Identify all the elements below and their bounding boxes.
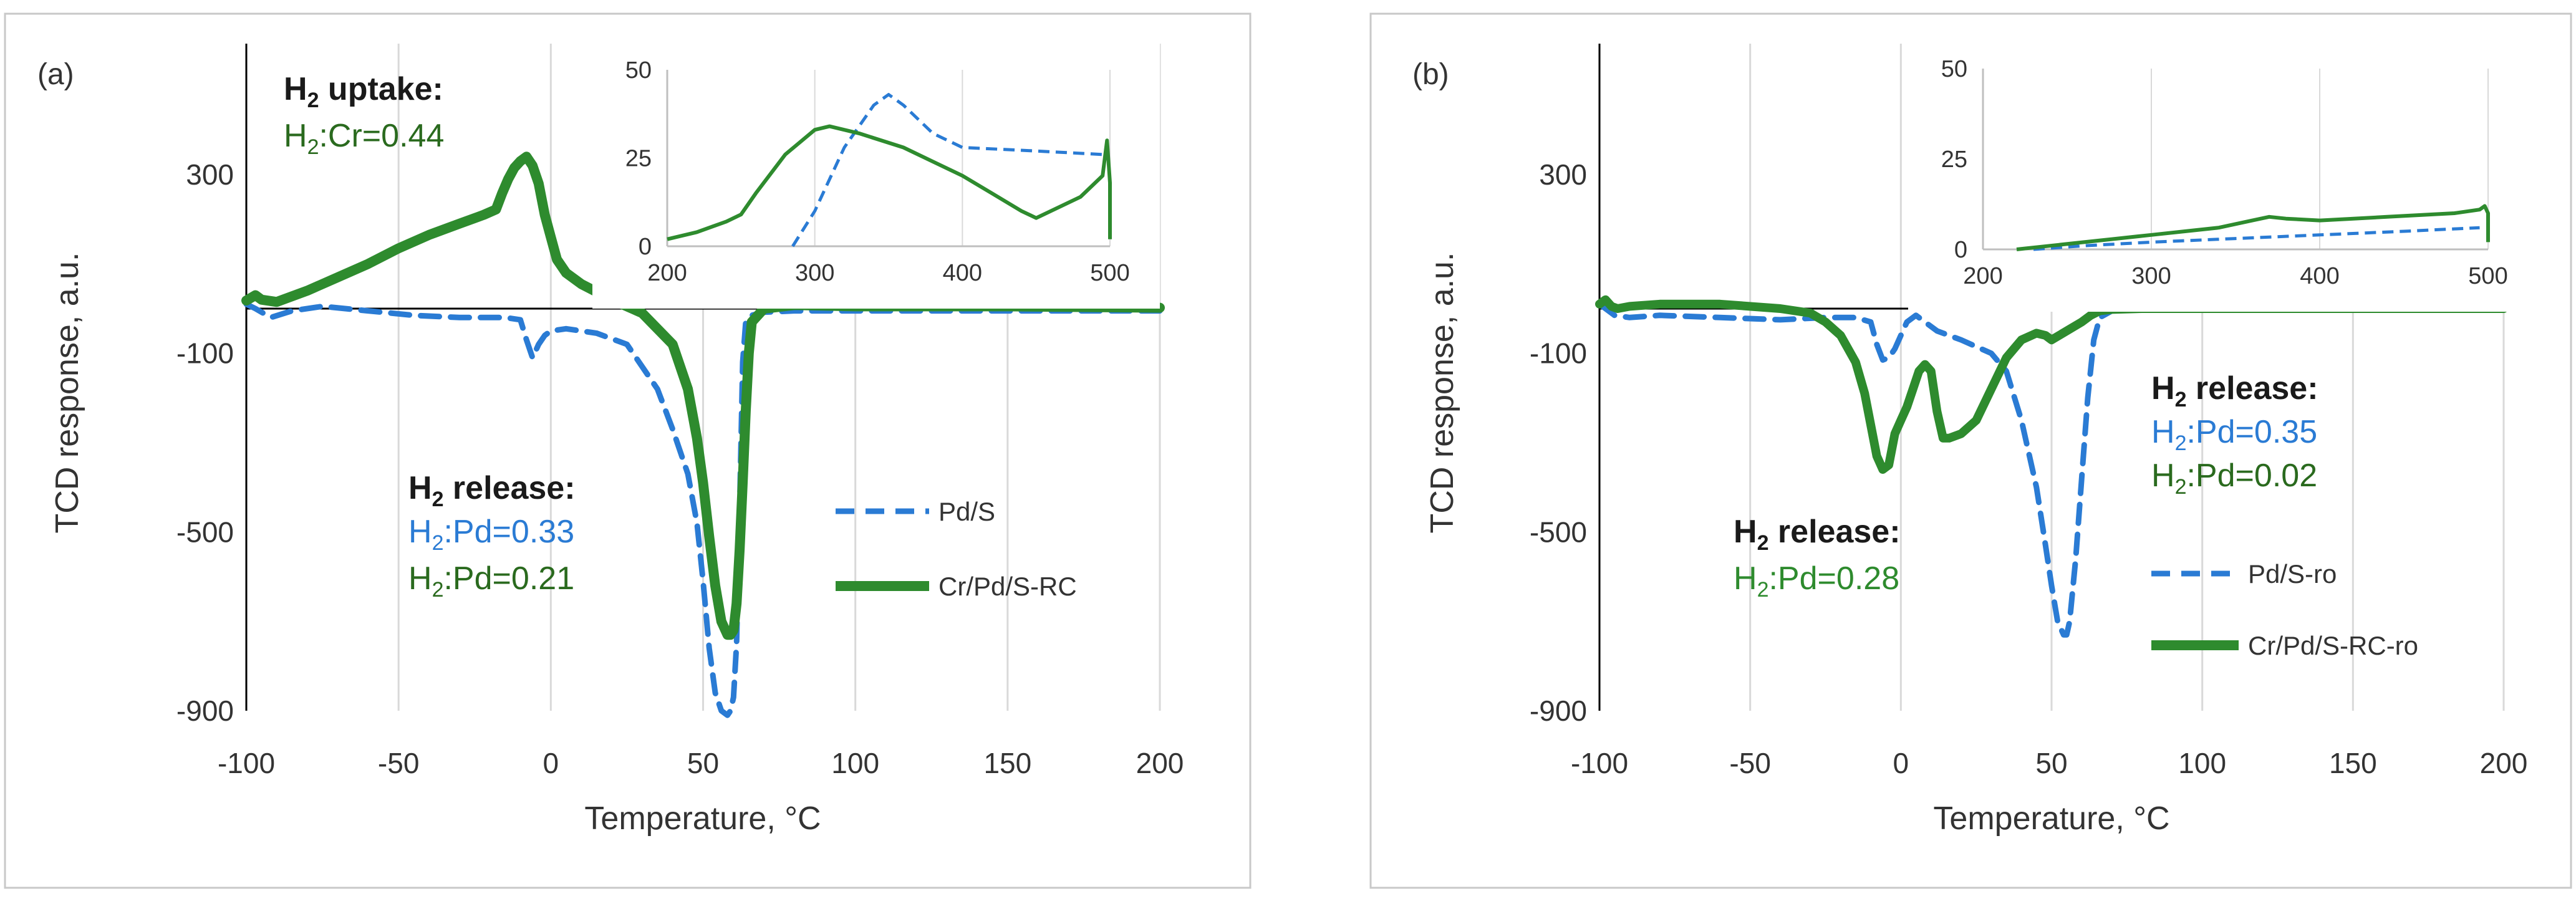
x-tick-label: 50 (687, 747, 719, 779)
legend-label: Pd/S (938, 497, 995, 526)
legend-label: Cr/Pd/S-RC-ro (2248, 631, 2418, 660)
series-line-dashed (243, 301, 1163, 718)
inset-x-tick-label: 500 (2468, 263, 2507, 289)
x-tick-label: -100 (218, 747, 275, 779)
inset-y-tick-label: 25 (625, 146, 652, 172)
inset-background (592, 39, 1160, 309)
y-tick-label: -900 (176, 695, 234, 727)
x-tick-label: 50 (2035, 747, 2067, 779)
y-tick-label: -100 (176, 337, 234, 370)
x-tick-label: 0 (543, 747, 559, 779)
x-tick-label: 200 (2480, 747, 2528, 779)
inset-series-solid (2016, 204, 2490, 251)
y-tick-label: 300 (186, 158, 234, 191)
y-tick-label: -900 (1530, 695, 1587, 727)
x-tick-label: -50 (1729, 747, 1770, 779)
series-line-solid (241, 151, 1165, 640)
x-tick-label: 200 (1136, 747, 1184, 779)
inset-x-tick-label: 200 (647, 260, 687, 286)
annotation-heading: H2 uptake: (284, 71, 443, 112)
series-line-dashed (1596, 301, 2507, 638)
x-tick-label: 150 (983, 747, 1031, 779)
annotation-heading: H2 release: (2151, 370, 2318, 411)
annotation-value: H2:Pd=0.33 (408, 514, 574, 555)
y-axis-label: TCD response, a.u. (49, 252, 85, 534)
inset-y-tick-label: 0 (639, 234, 652, 260)
x-tick-label: 0 (1893, 747, 1909, 779)
inset-series-dashed (791, 93, 1103, 248)
inset-x-tick-label: 300 (2131, 263, 2171, 289)
annotation-value: H2:Pd=0.02 (2151, 458, 2317, 499)
y-tick-label: 300 (1539, 158, 1587, 191)
panel-a: -100 -50 0 50 100 150 200300-100-500-900Temper… (37, 39, 1184, 837)
inset-series-solid (667, 124, 1112, 241)
annotation-heading: H2 release: (1734, 514, 1901, 555)
annotation-value: H2:Pd=0.21 (408, 560, 574, 602)
legend-label: Pd/S-ro (2248, 559, 2337, 589)
y-tick-label: -500 (1530, 516, 1587, 548)
x-axis-label: Temperature, °C (584, 801, 821, 837)
inset-series-dashed (2033, 226, 2480, 251)
annotation-value: H2:Pd=0.28 (1734, 560, 1899, 602)
series-line-solid (1595, 295, 2508, 474)
inset-y-tick-label: 50 (1941, 56, 1967, 82)
inset-background (1908, 37, 2538, 312)
annotation-value: H2:Cr=0.44 (284, 118, 444, 159)
legend-label: Cr/Pd/S-RC (938, 572, 1077, 601)
panel-b: -100 -50 0 50 100 150 200300-100-500-900Temper… (1412, 37, 2538, 837)
inset-y-tick-label: 25 (1941, 147, 1967, 173)
y-tick-label: -500 (176, 516, 234, 548)
x-axis-label: Temperature, °C (1933, 801, 2169, 837)
panel-label: (a) (37, 58, 74, 91)
inset-y-tick-label: 0 (1954, 237, 1967, 263)
inset-x-tick-label: 400 (2300, 263, 2339, 289)
panel-label: (b) (1412, 58, 1449, 91)
inset-y-tick-label: 50 (625, 57, 652, 84)
inset-x-tick-label: 400 (943, 260, 982, 286)
x-tick-label: -50 (378, 747, 419, 779)
x-tick-label: 150 (2329, 747, 2377, 779)
x-tick-label: 100 (831, 747, 879, 779)
inset-x-tick-label: 300 (795, 260, 834, 286)
x-tick-label: -100 (1571, 747, 1628, 779)
y-axis-label: TCD response, a.u. (1424, 252, 1460, 534)
inset-x-tick-label: 200 (1963, 263, 2002, 289)
x-tick-label: 100 (2178, 747, 2226, 779)
y-tick-label: -100 (1530, 337, 1587, 370)
annotation-value: H2:Pd=0.35 (2151, 414, 2317, 455)
annotation-heading: H2 release: (408, 470, 576, 511)
inset-x-tick-label: 500 (1090, 260, 1129, 286)
